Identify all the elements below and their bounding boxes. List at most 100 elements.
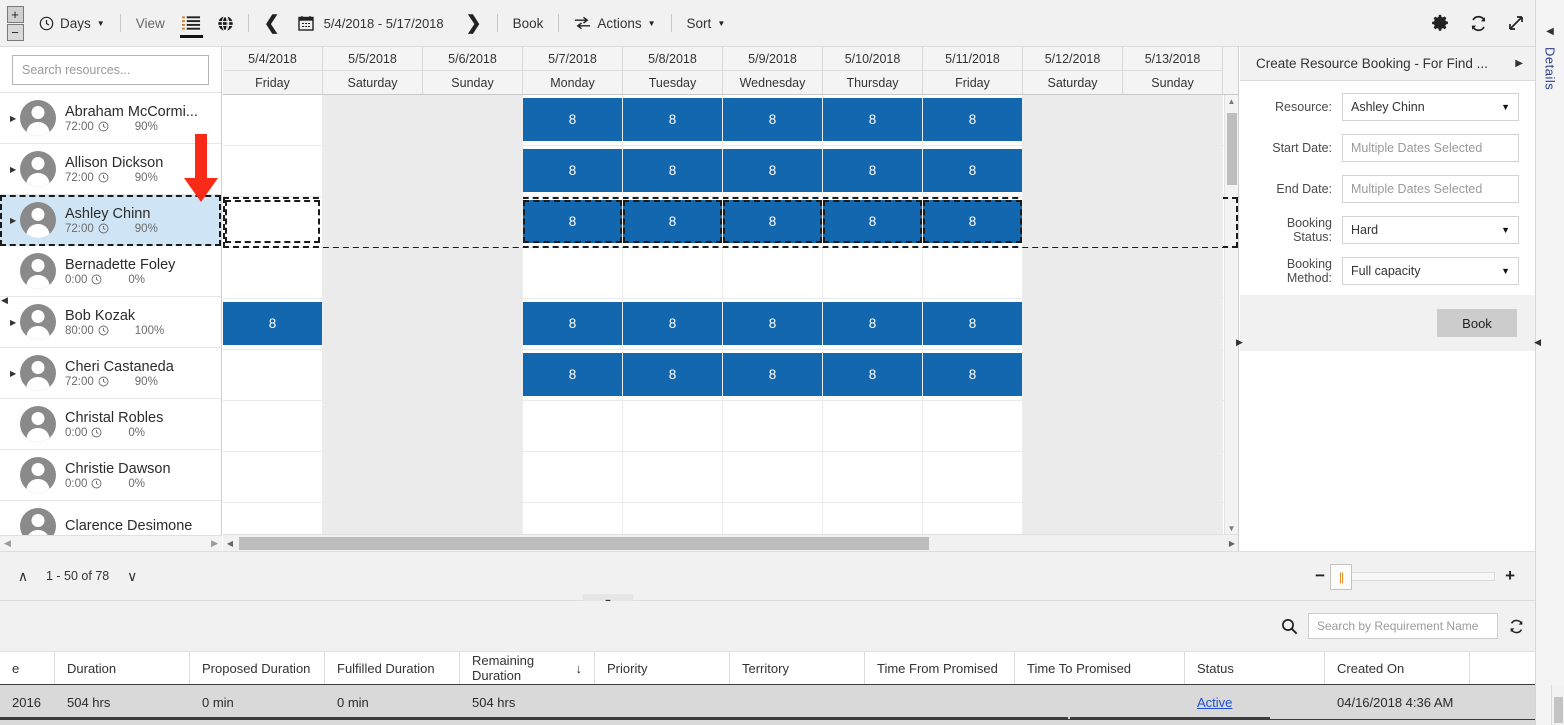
booking-hours[interactable]: 8 bbox=[623, 200, 722, 243]
resource-list-hscrollbar[interactable]: ◀ ▶ bbox=[0, 535, 222, 551]
resource-row[interactable]: Clarence Desimone bbox=[0, 501, 221, 535]
requirements-hscrollbar[interactable] bbox=[0, 717, 1068, 725]
booking-cell[interactable]: 8 bbox=[623, 95, 723, 145]
search-resources-input[interactable] bbox=[12, 54, 209, 85]
empty-cell[interactable] bbox=[223, 452, 323, 502]
column-header[interactable]: Created On bbox=[1325, 652, 1470, 684]
fullscreen-button[interactable] bbox=[1497, 0, 1535, 47]
scroll-left-arrow-icon[interactable]: ◀ bbox=[226, 538, 234, 548]
booking-hours[interactable]: 8 bbox=[823, 200, 922, 243]
refresh-button[interactable] bbox=[1459, 0, 1497, 47]
booking-panel-expand-arrow-icon[interactable]: ▶ bbox=[1515, 58, 1523, 69]
empty-cell[interactable] bbox=[523, 452, 623, 502]
booking-hours[interactable]: 8 bbox=[723, 302, 822, 345]
expand-arrow-icon[interactable]: ▶ bbox=[10, 368, 17, 378]
grid-row[interactable] bbox=[223, 503, 1238, 535]
panel-collapse-right-arrow-icon[interactable]: ◀ bbox=[1534, 337, 1541, 347]
booking-hours[interactable]: 8 bbox=[523, 98, 622, 141]
booking-hours[interactable]: 8 bbox=[523, 149, 622, 192]
empty-cell[interactable] bbox=[723, 248, 823, 298]
expand-arrow-icon[interactable]: ▶ bbox=[10, 317, 17, 327]
empty-cell[interactable] bbox=[223, 95, 323, 145]
empty-cell[interactable] bbox=[723, 401, 823, 451]
empty-cell[interactable] bbox=[423, 350, 523, 400]
page-up-button[interactable]: ∧ bbox=[17, 567, 29, 584]
column-header[interactable]: Priority bbox=[595, 652, 730, 684]
resource-row[interactable]: ▶ Cheri Castaneda 72:00 90% bbox=[0, 348, 221, 399]
booking-hours[interactable]: 8 bbox=[223, 302, 322, 345]
empty-cell[interactable] bbox=[923, 503, 1023, 535]
zoom-slider-thumb[interactable]: || bbox=[1330, 563, 1353, 590]
booking-cell[interactable]: 8 bbox=[623, 350, 723, 400]
status-link[interactable]: Active bbox=[1197, 694, 1233, 710]
booking-cell[interactable]: 8 bbox=[523, 350, 623, 400]
grid-row[interactable] bbox=[223, 248, 1238, 299]
booking-cell[interactable]: 8 bbox=[823, 350, 923, 400]
booking-cell[interactable]: 8 bbox=[623, 299, 723, 349]
empty-cell[interactable] bbox=[623, 248, 723, 298]
book-submit-button[interactable]: Book bbox=[1437, 309, 1517, 337]
resource-row[interactable]: ▶ Bob Kozak 80:00 100% bbox=[0, 297, 221, 348]
empty-cell[interactable] bbox=[423, 299, 523, 349]
resource-row[interactable]: ▶ Ashley Chinn 72:00 90% bbox=[0, 195, 221, 246]
booking-hours[interactable]: 8 bbox=[523, 200, 622, 243]
list-view-button[interactable] bbox=[174, 0, 209, 47]
empty-cell[interactable] bbox=[823, 452, 923, 502]
empty-cell[interactable] bbox=[323, 95, 423, 145]
booking-cell[interactable]: 8 bbox=[223, 299, 323, 349]
empty-cell[interactable] bbox=[223, 248, 323, 298]
grid-hscrollbar[interactable]: ◀ ▶ bbox=[223, 534, 1238, 551]
column-header[interactable]: Time From Promised bbox=[865, 652, 1015, 684]
column-header[interactable]: Fulfilled Duration bbox=[325, 652, 460, 684]
chevron-down-icon[interactable]: ▼ bbox=[1501, 266, 1510, 276]
booking-hours[interactable]: 8 bbox=[923, 353, 1022, 396]
requirements-refresh-icon[interactable] bbox=[1508, 618, 1525, 635]
details-collapse-arrow-icon[interactable]: ◀ bbox=[1546, 26, 1554, 37]
booking-cell[interactable]: 8 bbox=[923, 197, 1023, 247]
empty-cell[interactable] bbox=[323, 197, 423, 247]
booking-hours[interactable]: 8 bbox=[623, 302, 722, 345]
booking-cell[interactable]: 8 bbox=[723, 146, 823, 196]
empty-cell[interactable] bbox=[1123, 299, 1223, 349]
empty-cell[interactable] bbox=[223, 146, 323, 196]
resource-row[interactable]: Christie Dawson 0:00 0% bbox=[0, 450, 221, 501]
column-header[interactable]: Remaining Duration ↓ bbox=[460, 652, 595, 684]
empty-cell[interactable] bbox=[223, 197, 323, 247]
booking-cell[interactable]: 8 bbox=[923, 95, 1023, 145]
scroll-left-arrow-icon[interactable]: ◀ bbox=[4, 538, 11, 548]
empty-cell[interactable] bbox=[1023, 452, 1123, 502]
booking-cell[interactable]: 8 bbox=[523, 95, 623, 145]
panel-collapse-arrow-icon[interactable]: ◀ bbox=[1, 295, 8, 305]
resource-row[interactable]: Christal Robles 0:00 0% bbox=[0, 399, 221, 450]
column-header[interactable]: Status bbox=[1185, 652, 1325, 684]
vscroll-thumb[interactable] bbox=[1227, 113, 1237, 185]
booking-hours[interactable]: 8 bbox=[923, 200, 1022, 243]
booking-cell[interactable]: 8 bbox=[923, 350, 1023, 400]
resource-list[interactable]: ▶ Abraham McCormi... 72:00 90% ▶ Allison Dick… bbox=[0, 93, 221, 535]
empty-cell[interactable] bbox=[323, 350, 423, 400]
empty-cell[interactable] bbox=[1023, 350, 1123, 400]
resource-row[interactable]: ▶ Allison Dickson 72:00 90% bbox=[0, 144, 221, 195]
empty-cell[interactable] bbox=[423, 503, 523, 535]
chevron-down-icon[interactable]: ▼ bbox=[1501, 225, 1510, 235]
column-header[interactable]: Duration bbox=[55, 652, 190, 684]
empty-cell[interactable] bbox=[323, 146, 423, 196]
field-control[interactable]: Multiple Dates Selected bbox=[1342, 134, 1519, 162]
collapse-all-button[interactable]: − bbox=[6, 23, 24, 41]
empty-cell[interactable] bbox=[1023, 197, 1123, 247]
column-header[interactable]: Proposed Duration bbox=[190, 652, 325, 684]
empty-cell[interactable] bbox=[1123, 248, 1223, 298]
settings-button[interactable] bbox=[1421, 0, 1459, 47]
booking-hours[interactable]: 8 bbox=[723, 149, 822, 192]
empty-cell[interactable] bbox=[623, 503, 723, 535]
booking-cell[interactable]: 8 bbox=[523, 146, 623, 196]
empty-cell[interactable] bbox=[623, 401, 723, 451]
empty-cell[interactable] bbox=[1023, 146, 1123, 196]
column-header[interactable]: Territory bbox=[730, 652, 865, 684]
empty-cell[interactable] bbox=[423, 95, 523, 145]
hscroll-thumb[interactable] bbox=[239, 536, 929, 550]
empty-cell[interactable] bbox=[1123, 452, 1223, 502]
expand-all-button[interactable]: + bbox=[6, 5, 24, 23]
